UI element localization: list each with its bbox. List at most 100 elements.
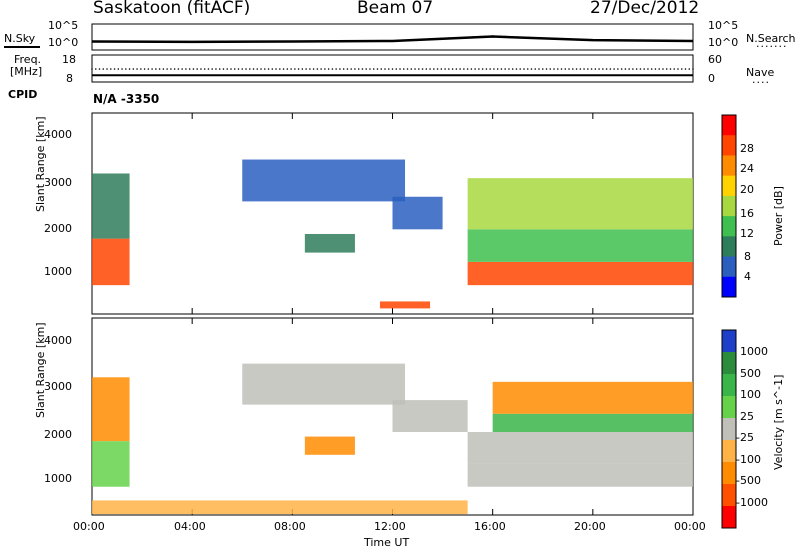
nave-point xyxy=(560,68,563,70)
nave-point xyxy=(346,68,349,70)
nsky-legend-line xyxy=(4,46,40,48)
power-colorbar-segment xyxy=(722,135,736,156)
nave-point xyxy=(113,68,116,70)
nave-point xyxy=(673,68,676,70)
nave-point xyxy=(387,68,390,70)
noise-left-tick-top: 10^5 xyxy=(48,19,79,32)
power-cbar-tick-28: 28 xyxy=(740,142,754,155)
vel-cbar-tick-25: 25 xyxy=(740,410,754,423)
xtick-1: 04:00 xyxy=(174,520,206,533)
nave-point xyxy=(297,68,300,70)
nave-point xyxy=(579,68,582,70)
nave-point xyxy=(643,68,645,70)
vel-cbar-tick-neg1000: -1000 xyxy=(736,496,768,509)
nave-point xyxy=(320,68,322,70)
nave-point xyxy=(369,68,371,70)
velocity-colorbar-segment xyxy=(722,352,736,375)
nave-point xyxy=(173,68,176,70)
power-region-3 xyxy=(304,233,355,253)
nave-point xyxy=(181,68,183,70)
xtick-5: 20:00 xyxy=(574,520,606,533)
power-colorbar-segment xyxy=(722,216,736,237)
nave-point xyxy=(380,68,383,70)
nave-point xyxy=(496,68,499,70)
nave-point xyxy=(470,68,473,70)
nave-point xyxy=(170,68,172,70)
nave-point xyxy=(620,68,623,70)
xtick-2: 08:00 xyxy=(274,520,306,533)
power-region-0 xyxy=(92,238,130,286)
nave-point xyxy=(523,68,525,70)
nave-point xyxy=(617,68,619,70)
date-label: 27/Dec/2012 xyxy=(590,0,700,18)
nave-point xyxy=(196,68,198,70)
vel-cbar-tick-1000: 1000 xyxy=(740,345,768,358)
nave-point xyxy=(109,68,112,70)
velocity-colorbar-segment xyxy=(722,396,736,419)
nave-point xyxy=(237,68,240,70)
nave-point xyxy=(128,68,131,70)
nave-point xyxy=(511,68,514,70)
nave-point xyxy=(564,68,567,70)
velocity-ytick-3000: 3000 xyxy=(44,380,72,393)
velocity-ytick-1000: 1000 xyxy=(44,472,72,485)
nave-point xyxy=(459,68,461,70)
nave-point xyxy=(474,68,476,70)
nave-point xyxy=(515,68,518,70)
nave-point xyxy=(335,68,337,70)
nave-point xyxy=(106,68,108,70)
nave-point xyxy=(218,68,221,70)
nave-point xyxy=(568,68,570,70)
power-ytick-3000: 3000 xyxy=(44,176,72,189)
cpid-value: N/A -3350 xyxy=(93,92,160,106)
power-colorbar-segment xyxy=(722,256,736,278)
velocity-region-7 xyxy=(467,432,693,464)
xtick-0: 00:00 xyxy=(73,520,105,533)
nave-point xyxy=(448,68,450,70)
noise-left-tick-bottom: 10^0 xyxy=(48,36,79,49)
nave-point xyxy=(290,68,292,70)
nave-point xyxy=(151,68,153,70)
power-colorbar-segment xyxy=(722,276,736,298)
nave-point xyxy=(241,68,244,70)
nave-point xyxy=(530,68,533,70)
nave-point xyxy=(688,68,691,70)
nave-point xyxy=(260,68,262,70)
nave-point xyxy=(485,68,488,70)
nave-point xyxy=(665,68,668,70)
power-region-1 xyxy=(92,173,130,239)
vel-cbar-tick-neg500: -500 xyxy=(736,474,761,487)
nave-point xyxy=(147,68,150,70)
nave-point xyxy=(132,68,135,70)
nave-point xyxy=(162,68,165,70)
nave-point xyxy=(192,68,195,70)
freq-label: Freq. xyxy=(14,53,42,66)
vel-cbar-tick-500: 500 xyxy=(740,367,761,380)
nave-point xyxy=(125,68,127,70)
velocity-region-2 xyxy=(242,363,406,405)
nave-point xyxy=(654,68,657,70)
freq-left-tick-top: 18 xyxy=(62,53,76,66)
nave-point xyxy=(327,68,330,70)
power-ytick-1000: 1000 xyxy=(44,265,72,278)
nave-point xyxy=(309,68,311,70)
nave-point xyxy=(508,68,510,70)
nave-point xyxy=(463,68,465,70)
nave-point xyxy=(282,68,285,70)
velocity-region-3 xyxy=(304,436,355,455)
nave-point xyxy=(598,68,600,70)
nave-point xyxy=(166,68,168,70)
xtick-4: 16:00 xyxy=(474,520,506,533)
nave-point xyxy=(692,68,694,70)
power-cbar-tick-4: 4 xyxy=(744,270,751,283)
nave-point xyxy=(609,68,612,70)
power-colorbar-segment xyxy=(722,175,736,197)
nave-point xyxy=(575,68,578,70)
nave-point xyxy=(188,68,191,70)
nave-point xyxy=(271,68,274,70)
velocity-colorbar-segment xyxy=(722,330,736,353)
noise-right-tick-top: 10^5 xyxy=(708,19,739,32)
power-colorbar-segment xyxy=(722,115,736,136)
nave-point xyxy=(421,68,424,70)
x-axis-label: Time UT xyxy=(364,536,410,549)
